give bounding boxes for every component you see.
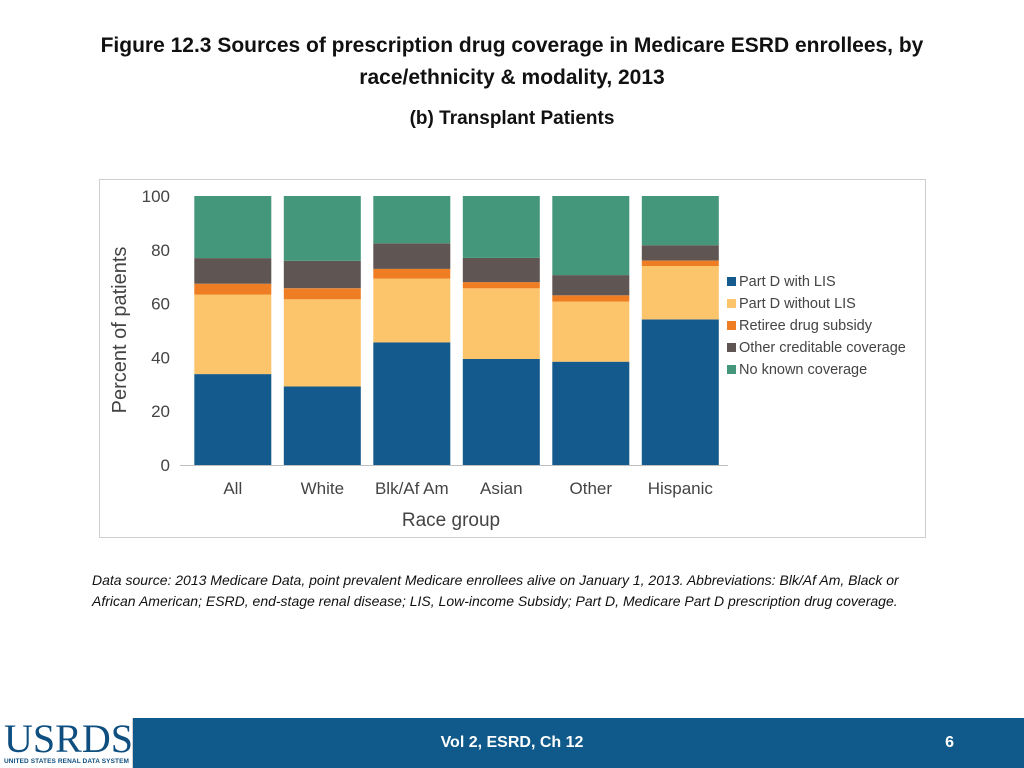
bar-segment-blk-af-am-retiree-drug-subsidy (373, 268, 451, 279)
legend-swatch (727, 365, 736, 374)
bar-segment-other-no-known-coverage (552, 196, 630, 276)
bar-segment-asian-no-known-coverage (462, 196, 540, 258)
bar-segment-other-part-d-without-lis (552, 301, 630, 362)
y-tick-label: 40 (151, 348, 170, 367)
bar-segment-hispanic-retiree-drug-subsidy (641, 260, 719, 266)
y-axis-ticks: 0 20 40 60 80 100 (142, 187, 170, 475)
bar-segment-asian-retiree-drug-subsidy (462, 282, 540, 289)
usrds-logo: USRDS UNITED STATES RENAL DATA SYSTEM (0, 718, 133, 768)
bar-segment-white-no-known-coverage (283, 196, 361, 261)
chart-container: Percent of patients Race group 0 20 40 60 80… (99, 179, 926, 538)
bar-segment-asian-part-d-with-lis (462, 359, 540, 465)
bars-group (194, 196, 719, 465)
logo-subtext: UNITED STATES RENAL DATA SYSTEM (4, 758, 130, 765)
legend-swatch (727, 277, 736, 286)
data-source-footnote: Data source: 2013 Medicare Data, point p… (92, 572, 899, 609)
footer-chapter-label: Vol 2, ESRD, Ch 12 (440, 734, 584, 751)
x-tick-label: Other (570, 479, 613, 498)
bar-segment-blk-af-am-other-creditable-coverage (373, 243, 451, 269)
bar-segment-asian-part-d-without-lis (462, 288, 540, 359)
bar-segment-hispanic-part-d-without-lis (641, 265, 719, 320)
x-tick-label: All (223, 479, 242, 498)
stacked-bar-chart: Percent of patients Race group 0 20 40 60 80… (109, 187, 906, 531)
bar-segment-other-part-d-with-lis (552, 361, 630, 465)
y-tick-label: 100 (142, 187, 170, 206)
bar-segment-hispanic-other-creditable-coverage (641, 245, 719, 261)
legend-swatch (727, 321, 736, 330)
y-axis-label-group: Percent of patients (109, 247, 131, 414)
legend-label: Other creditable coverage (739, 340, 906, 356)
legend-label: No known coverage (739, 362, 867, 378)
legend-label: Part D without LIS (739, 296, 856, 312)
bar-segment-white-part-d-with-lis (283, 386, 361, 465)
x-tick-label: White (301, 479, 344, 498)
legend-label: Part D with LIS (739, 274, 836, 290)
bar-segment-all-no-known-coverage (194, 196, 272, 259)
bar-segment-other-other-creditable-coverage (552, 275, 630, 296)
legend: Part D with LIS Part D without LIS Retiree… (727, 274, 906, 378)
bar-segment-white-part-d-without-lis (283, 299, 361, 387)
bar-segment-blk-af-am-no-known-coverage (373, 196, 451, 244)
logo-text: USRDS (4, 716, 133, 761)
x-tick-label: Hispanic (648, 479, 714, 498)
x-tick-label: Blk/Af Am (375, 479, 449, 498)
figure-title: Figure 12.3 Sources of prescription drug… (100, 34, 924, 89)
page-number: 6 (945, 734, 954, 751)
footer-bar: USRDS UNITED STATES RENAL DATA SYSTEM Vo… (0, 718, 1024, 768)
bar-segment-all-other-creditable-coverage (194, 258, 272, 284)
bar-segment-white-other-creditable-coverage (283, 260, 361, 289)
bar-segment-hispanic-no-known-coverage (641, 196, 719, 246)
y-tick-label: 80 (151, 241, 170, 260)
bar-segment-blk-af-am-part-d-without-lis (373, 278, 451, 343)
y-tick-label: 0 (161, 456, 170, 475)
figure-subtitle: (b) Transplant Patients (409, 108, 615, 129)
legend-swatch (727, 343, 736, 352)
bar-segment-blk-af-am-part-d-with-lis (373, 342, 451, 465)
legend-label: Retiree drug subsidy (739, 318, 873, 334)
x-tick-label: Asian (480, 479, 523, 498)
bar-segment-white-retiree-drug-subsidy (283, 288, 361, 300)
x-axis-ticks: All White Blk/Af Am Asian Other Hispanic (223, 479, 713, 498)
legend-swatch (727, 299, 736, 308)
bar-segment-asian-other-creditable-coverage (462, 257, 540, 283)
x-axis-label: Race group (402, 510, 500, 531)
bar-segment-all-retiree-drug-subsidy (194, 283, 272, 295)
bar-segment-hispanic-part-d-with-lis (641, 319, 719, 465)
y-axis-label: Percent of patients (109, 247, 131, 414)
bar-segment-all-part-d-with-lis (194, 374, 272, 465)
bar-segment-other-retiree-drug-subsidy (552, 295, 630, 302)
bar-segment-all-part-d-without-lis (194, 294, 272, 375)
y-tick-label: 60 (151, 295, 170, 314)
y-tick-label: 20 (151, 402, 170, 421)
